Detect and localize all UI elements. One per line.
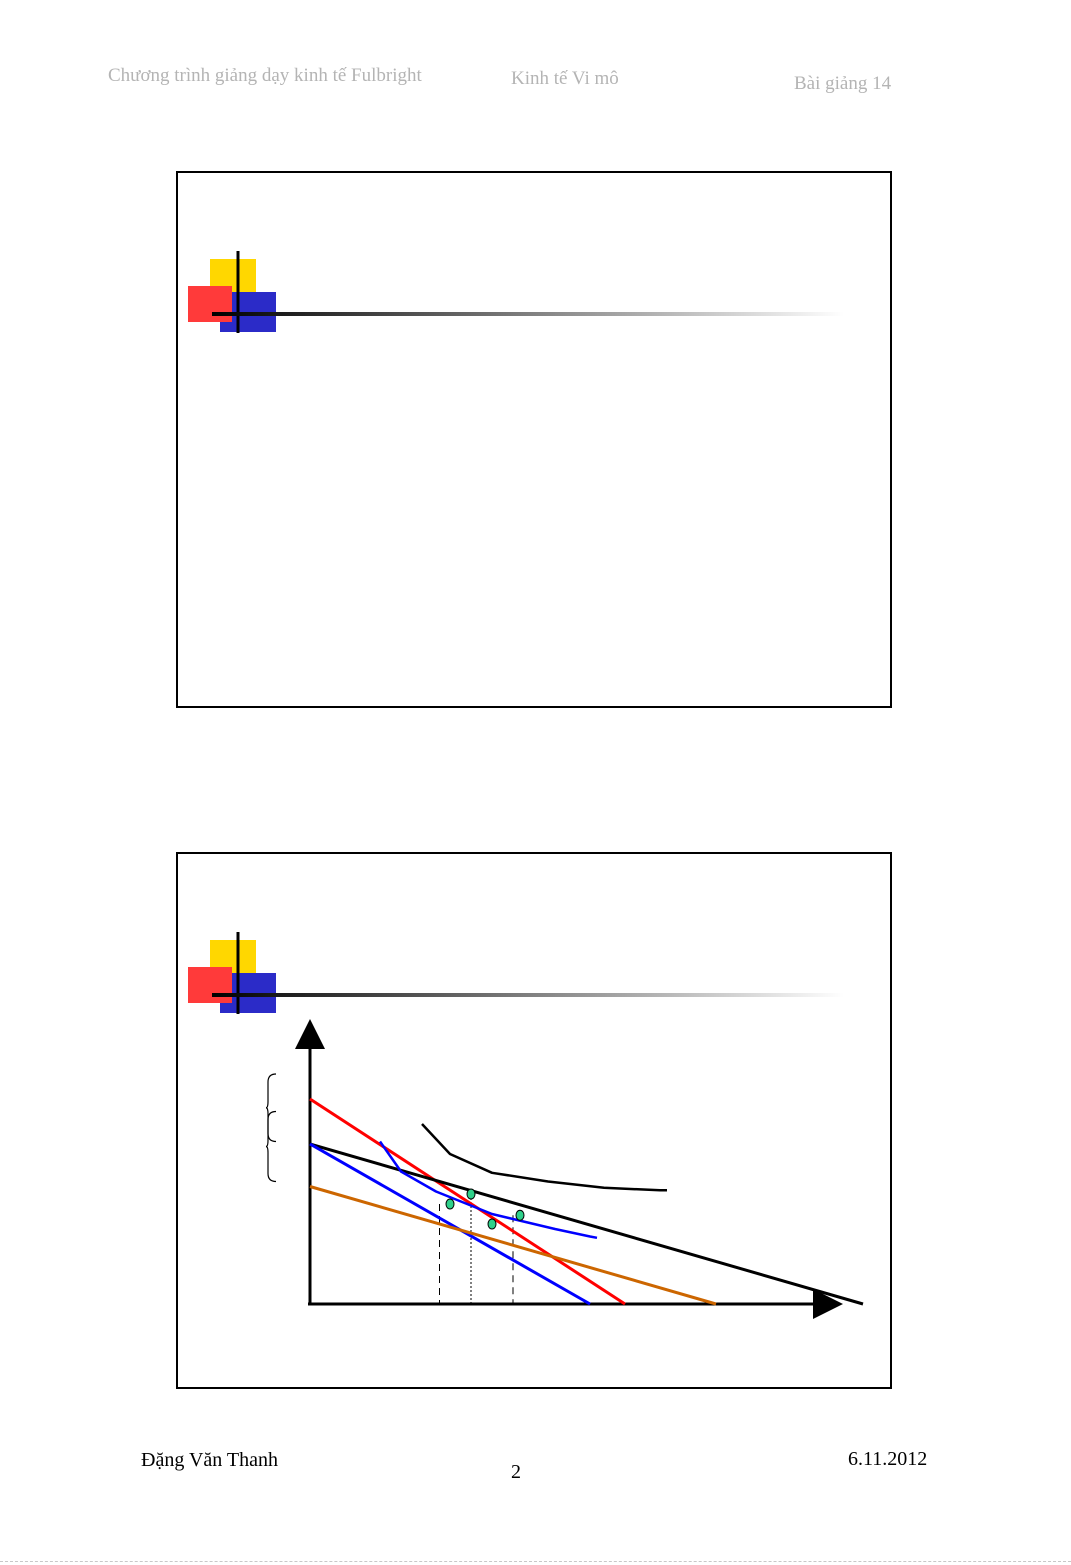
indifference-curve-black (421, 1123, 667, 1192)
equilibrium-point (515, 1209, 525, 1221)
header-program: Chương trình giảng dạy kinh tế Fulbright (108, 65, 422, 86)
equilibrium-point (466, 1188, 476, 1200)
slide-decoration (188, 932, 844, 1014)
footer-page-number: 2 (511, 1461, 521, 1483)
budget-line-blue (309, 1142, 591, 1306)
deco-red-square (188, 286, 232, 322)
budget-line-orange (309, 1185, 717, 1306)
budget-line-chart (265, 1019, 864, 1319)
page-bottom-rule (0, 1561, 1071, 1562)
equilibrium-point (445, 1198, 455, 1210)
range-brace (265, 1110, 277, 1183)
header-lecture: Bài giảng 14 (794, 73, 892, 94)
indifference-curve-blue (378, 1140, 598, 1240)
budget-line-red (309, 1097, 626, 1306)
equilibrium-point (487, 1218, 497, 1230)
slide-2 (176, 852, 892, 1389)
header-course: Kinh tế Vi mô (511, 68, 619, 89)
budget-line-black (309, 1142, 864, 1306)
title-rule (212, 993, 844, 997)
slide-1 (176, 171, 892, 708)
footer-date: 6.11.2012 (848, 1448, 928, 1470)
slide-decoration (188, 251, 844, 333)
title-rule (212, 312, 844, 316)
footer-author: Đặng Văn Thanh (141, 1449, 279, 1471)
